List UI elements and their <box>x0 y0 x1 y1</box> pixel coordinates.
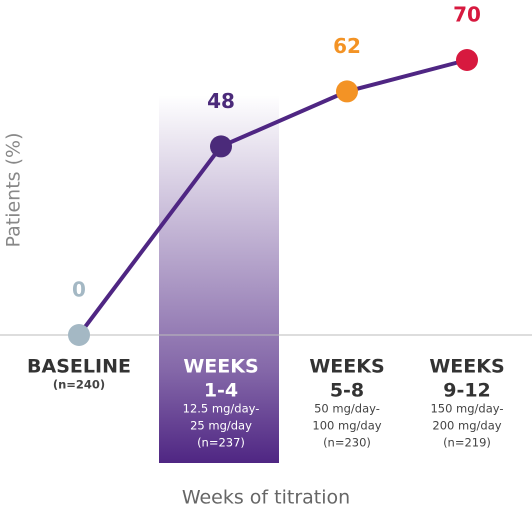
series-line <box>77 58 468 337</box>
category-note: (n=219) <box>443 436 491 450</box>
category-label: WEEKS <box>309 356 384 378</box>
data-label: 48 <box>207 89 235 113</box>
y-axis-label: Patients (%) <box>3 133 25 248</box>
category-note: 150 mg/day- <box>430 402 503 416</box>
category-label: WEEKS <box>183 356 258 378</box>
data-point <box>456 49 478 71</box>
data-point <box>336 80 358 103</box>
category-note: (n=230) <box>323 436 371 450</box>
category-label: 1-4 <box>204 380 238 402</box>
category-note: 100 mg/day <box>312 419 381 433</box>
category-note: 25 mg/day <box>190 419 252 433</box>
data-label: 70 <box>453 3 481 27</box>
data-point <box>210 135 232 158</box>
data-label: 62 <box>333 34 361 58</box>
category-label: WEEKS <box>429 356 504 378</box>
data-point <box>68 324 90 346</box>
category-note: 12.5 mg/day- <box>183 402 260 416</box>
category-label: 9-12 <box>443 380 491 402</box>
category-note: (n=240) <box>53 378 105 392</box>
x-axis-label: Weeks of titration <box>182 487 350 509</box>
category-note: (n=237) <box>197 436 245 450</box>
category-note: 50 mg/day- <box>314 402 380 416</box>
category-label: BASELINE <box>27 356 131 378</box>
data-label: 0 <box>72 278 86 302</box>
category-label: 5-8 <box>330 380 364 402</box>
category-note: 200 mg/day <box>432 419 501 433</box>
